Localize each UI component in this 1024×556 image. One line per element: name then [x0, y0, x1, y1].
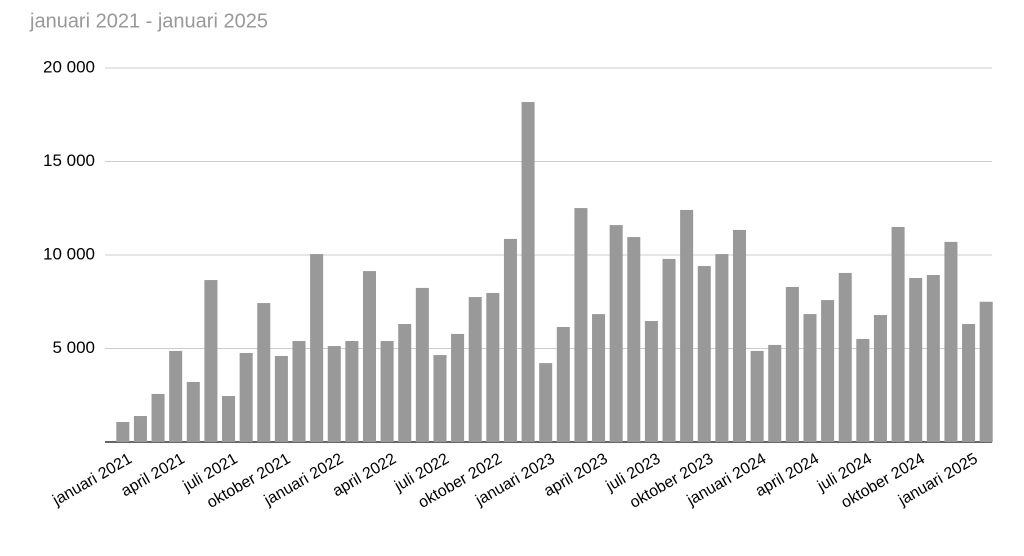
bar [803, 314, 817, 442]
bar [909, 278, 923, 442]
bar [415, 287, 429, 442]
bar [239, 352, 253, 442]
chart-title: januari 2021 - januari 2025 [29, 10, 268, 32]
bar [186, 381, 200, 442]
bar [274, 355, 288, 442]
bar [257, 303, 271, 442]
bar [116, 421, 130, 442]
bar [345, 341, 359, 442]
bar [592, 314, 606, 442]
bar [609, 225, 623, 442]
bar [873, 315, 887, 442]
bar [680, 209, 694, 442]
bar [891, 226, 905, 442]
bar [433, 355, 447, 442]
bar [398, 324, 412, 442]
y-tick-label: 10 000 [43, 244, 95, 263]
bar [133, 416, 147, 442]
bar [556, 326, 570, 442]
bar [574, 208, 588, 442]
bar [944, 241, 958, 442]
bar [327, 346, 341, 442]
bar [979, 301, 993, 442]
bar [644, 321, 658, 442]
bar [732, 229, 747, 442]
bar [503, 238, 517, 442]
bar [539, 363, 553, 442]
bar [151, 393, 165, 442]
bar [962, 324, 976, 442]
y-tick-label: 5 000 [52, 338, 95, 357]
bar [451, 333, 465, 442]
bar [715, 254, 729, 442]
bar [292, 341, 306, 442]
x-tick-label: januari 2021 [49, 450, 135, 509]
y-tick-label: 20 000 [43, 57, 95, 76]
bar [521, 102, 535, 442]
bar [768, 344, 782, 442]
bar [362, 271, 377, 442]
bar [750, 350, 764, 442]
bar [697, 266, 711, 442]
bar [856, 338, 870, 442]
bar [838, 272, 852, 442]
bar [204, 280, 218, 442]
bar [486, 292, 500, 442]
bar [662, 258, 676, 442]
bar [821, 300, 835, 442]
bar [222, 395, 236, 442]
bar [468, 297, 482, 442]
bar [310, 254, 324, 442]
bar [169, 350, 183, 442]
bar [785, 286, 799, 442]
y-tick-label: 15 000 [43, 151, 95, 170]
bar [380, 341, 394, 442]
bar [926, 275, 940, 442]
bar [627, 237, 641, 442]
